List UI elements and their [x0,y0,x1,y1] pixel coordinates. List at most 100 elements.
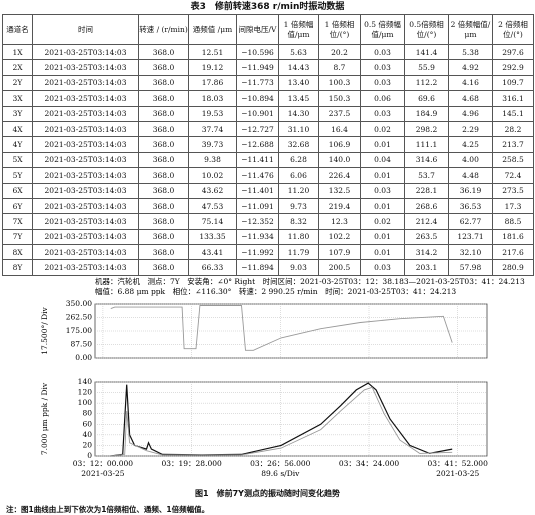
table-cell: 368.0 [138,90,189,107]
table-cell: 298.2 [404,120,449,138]
table-cell: 6.06 [278,167,319,184]
table-cell: 9.38 [188,151,237,169]
figure-note: 注：图1曲线由上到下依次为1倍频相位、通频、1倍频幅值。 [6,505,210,514]
table-cell: 0.01 [360,197,405,215]
table-cell: 314.2 [404,244,449,261]
table-cell: 2.29 [448,120,493,138]
table-row: 3Y 2021-03-25T03:14:03 368.0 19.53 −10.901 14… [2,105,534,122]
table-cell: 368.0 [138,43,189,61]
table-cell: 8.7 [318,59,361,76]
header-cell: 时间 [32,14,139,45]
table-cell: 219.4 [318,197,361,215]
series-line [110,305,453,351]
table-cell: 28.2 [492,120,534,138]
table-row: 5Y 2021-03-25T03:14:03 368.0 10.02 −11.476 6.… [2,167,534,184]
table-cell: 368.0 [138,59,189,76]
table-cell: 0.01 [360,136,405,153]
table-cell: −11.091 [236,197,279,215]
table-cell: 2021-03-25T03:14:03 [32,244,139,261]
table-row: 7X 2021-03-25T03:14:03 368.0 75.14 −12.352 8.… [2,213,534,230]
table-cell: 12.51 [188,43,237,61]
table-cell: 133.35 [188,228,237,246]
table-cell: −11.401 [236,182,279,199]
table-cell: 66.33 [188,259,237,276]
table-cell: 0.03 [360,182,405,199]
y-tick-label: 60 [82,419,92,428]
table-cell: 7X [2,213,33,230]
figure-caption: 图1 修前7Y测点的振动随时间变化趋势 [195,489,340,498]
table-cell: 17.3 [492,197,534,215]
table-cell: −12.688 [236,136,279,153]
table-cell: 69.6 [404,90,449,107]
x-annotation: 2021-03-25 [436,469,479,478]
table-cell: 228.1 [404,182,449,199]
table-cell: −11.773 [236,74,279,92]
table-cell: 2021-03-25T03:14:03 [32,59,139,76]
table-cell: 237.5 [318,105,361,122]
table-cell: 4.68 [448,90,493,107]
header-cell: 2 倍频相位/(°) [492,14,534,45]
table-cell: 0.02 [360,120,405,138]
y-axis-label: 17.500°/ Div [40,306,49,354]
table-cell: 0.03 [360,74,405,92]
table-cell: 150.3 [318,90,361,107]
table-cell: 145.1 [492,105,534,122]
y-tick-label: 80 [82,409,92,418]
table-cell: 368.0 [138,151,189,169]
table-cell: 102.2 [318,228,361,246]
x-tick-label: 03：41：52.000 [428,459,489,468]
table-cell: 200.5 [318,259,361,276]
data-table: 通道名 时间 转速 / (r/min) 通频值 /μm 间隙电压/V 1 倍频幅值/μm 1… [2,14,534,276]
table-cell: 368.0 [138,120,189,138]
table-cell: 17.86 [188,74,237,92]
table-title: 表3 修前转速368 r/min时振动数据 [190,2,345,12]
table-cell: 109.7 [492,74,534,92]
table-cell: 19.12 [188,59,237,76]
trend-figure: 机器：汽轮机 测点：7Y 安装角：∠0° Right 时间区间：2021-03-… [40,276,525,478]
x-tick-label: 03：12：00.000 [73,459,134,468]
y-tick-label: 175.00 [66,326,92,335]
table-cell: 32.68 [278,136,319,153]
table-cell: 2021-03-25T03:14:03 [32,182,139,199]
table-cell: 6X [2,182,33,199]
table-cell: 8X [2,244,33,261]
table-cell: 213.7 [492,136,534,153]
table-row: 5X 2021-03-25T03:14:03 368.0 9.38 −11.411 6.2… [2,151,534,169]
table-cell: 4.25 [448,136,493,153]
table-cell: −11.894 [236,259,279,276]
table-cell: 9.73 [278,197,319,215]
y-tick-label: 40 [82,430,92,439]
table-cell: 0.03 [360,259,405,276]
table-cell: −12.352 [236,213,279,230]
table-cell: 20.2 [318,43,361,61]
table-cell: 0.02 [360,213,405,230]
table-cell: 11.80 [278,228,319,246]
table-cell: 13.40 [278,74,319,92]
table-cell: 5X [2,151,33,169]
table-cell: −11.949 [236,59,279,76]
y-tick-label: 87.50 [71,340,93,349]
table-cell: 4X [2,120,33,138]
header-cell: 2 倍频幅值/μm [448,14,493,45]
table-cell: 3Y [2,105,33,122]
table-cell: 184.9 [404,105,449,122]
table-row: 2Y 2021-03-25T03:14:03 368.0 17.86 −11.773 13… [2,74,534,92]
table-cell: 226.4 [318,167,361,184]
table-cell: −10.901 [236,105,279,122]
y-tick-label: 350.00 [66,299,92,308]
table-row: 8Y 2021-03-25T03:14:03 368.0 66.33 −11.894 9.… [2,259,534,276]
table-cell: 368.0 [138,213,189,230]
header-cell: 0.5倍频相位/(°) [404,14,449,45]
table-cell: 316.1 [492,90,534,107]
table-row: 7Y 2021-03-25T03:14:03 368.0 133.35 −11.934 1… [2,228,534,246]
table-cell: 11.79 [278,244,319,261]
table-cell: 2021-03-25T03:14:03 [32,90,139,107]
x-tick-label: 03：34：24.000 [339,459,400,468]
table-cell: 5.63 [278,43,319,61]
table-cell: 88.5 [492,213,534,230]
header-cell: 转速 / (r/min) [138,14,189,45]
table-cell: 2Y [2,74,33,92]
y-tick-label: 140 [78,377,93,386]
table-cell: 140.0 [318,151,361,169]
